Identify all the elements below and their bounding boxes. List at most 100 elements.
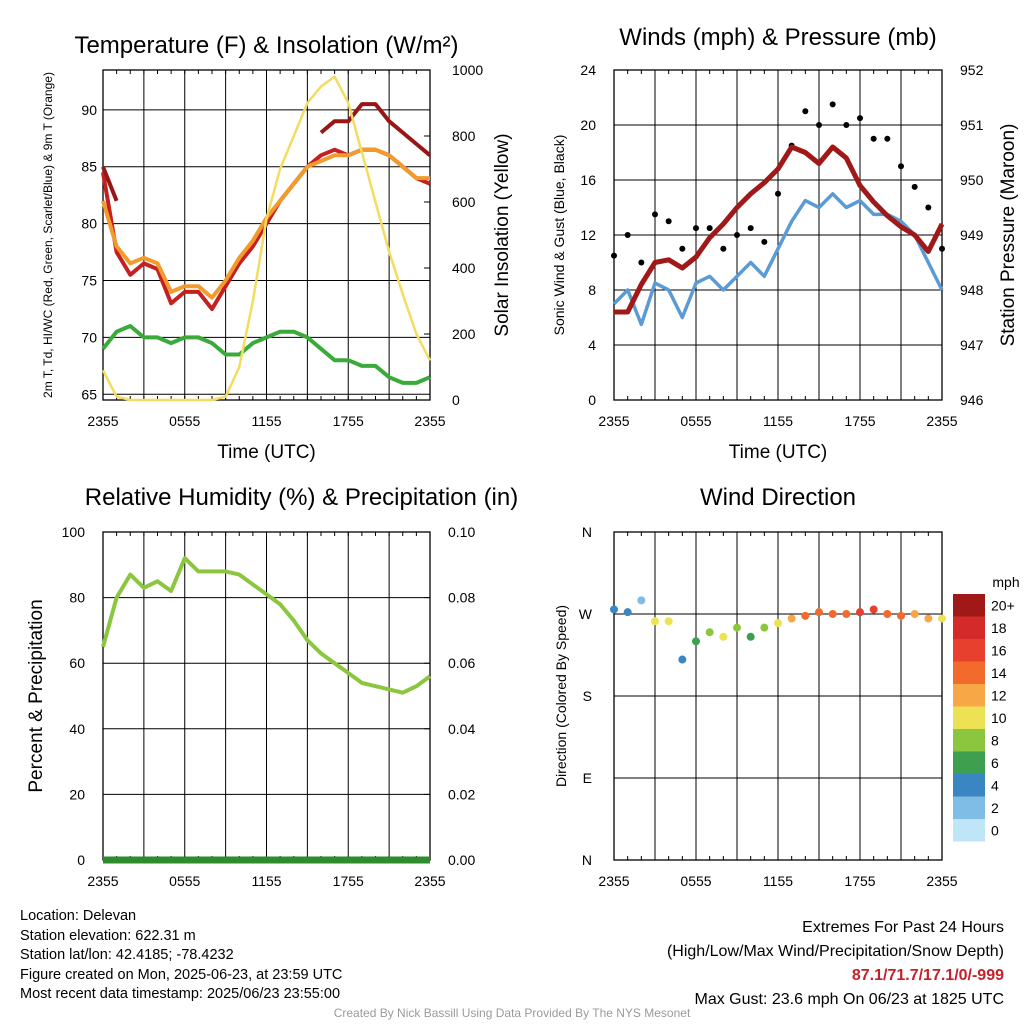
x-tick-label: 1155	[763, 873, 793, 889]
y-tick-label: 70	[81, 329, 97, 345]
gust-point	[734, 232, 740, 238]
colorbar-unit: mph	[992, 574, 1019, 590]
y2-tick-label: 952	[960, 62, 984, 78]
x-tick-label: 2355	[598, 413, 629, 429]
gust-point	[911, 183, 918, 190]
x-tick-label: 1755	[333, 413, 364, 429]
gust-point	[775, 190, 781, 197]
direction-point	[801, 611, 810, 620]
colorbar-label: 4	[991, 777, 999, 793]
gust-point	[843, 122, 850, 128]
gust-point	[665, 218, 672, 225]
station-location: Location: Delevan	[20, 908, 137, 924]
y2-tick-label: 948	[960, 282, 984, 298]
gust-point	[611, 252, 617, 259]
y2-tick-label: 1000	[452, 62, 483, 78]
colorbar-label: 2	[991, 800, 999, 816]
chart-title: Temperature (F) & Insolation (W/m²)	[74, 32, 458, 59]
extremes-values: 87.1/71.7/17.1/0/-999	[851, 967, 1004, 984]
direction-point	[938, 614, 946, 623]
y-axis-label: 2m T, Td, HI/WC (Red, Green, Scarlet/Blu…	[41, 72, 55, 398]
gust-point	[816, 122, 822, 128]
y2-tick-label: 949	[960, 227, 984, 243]
y-tick-label: N	[582, 524, 592, 540]
station-info: Location: Delevan Station elevation: 622…	[20, 907, 342, 1005]
y2-tick-label: 947	[960, 337, 984, 353]
direction-point	[664, 617, 673, 626]
gust-point	[857, 115, 863, 122]
y2-tick-label: 400	[452, 260, 476, 276]
direction-point	[760, 623, 769, 632]
y-tick-label: 85	[81, 159, 97, 175]
gust-point	[939, 245, 945, 252]
y-tick-label: 24	[580, 62, 596, 78]
colorbar-label: 10	[991, 710, 1007, 726]
x-tick-label: 2355	[414, 873, 445, 889]
y-tick-label: W	[579, 606, 593, 622]
series-line-green	[101, 324, 431, 385]
gust-point	[706, 225, 713, 232]
x-tick-label: 1155	[763, 413, 793, 429]
y-tick-label: 12	[580, 227, 596, 243]
y-tick-label: N	[582, 852, 592, 868]
colorbar-swatch	[953, 616, 985, 639]
series-line-scarlet	[101, 102, 432, 202]
x-tick-label: 0555	[169, 413, 200, 429]
x-tick-label: 1155	[251, 413, 281, 429]
colorbar-label: 18	[991, 620, 1007, 636]
figure-created: Figure created on Mon, 2025-06-23, at 23…	[20, 966, 343, 983]
y-tick-label: 80	[81, 216, 97, 232]
gust-point	[747, 225, 754, 232]
x-axis-label: Time (UTC)	[217, 442, 316, 463]
x-axis-label: Time (UTC)	[729, 442, 828, 463]
gust-point	[652, 211, 658, 218]
direction-point	[842, 610, 851, 618]
y-axis-label: Percent & Precipitation	[26, 599, 47, 792]
gust-point	[624, 232, 631, 238]
y-tick-label: 90	[81, 102, 97, 118]
gust-point	[720, 245, 727, 252]
direction-point	[637, 596, 646, 605]
colorbar-swatch	[953, 819, 985, 842]
extremes-panel: Extremes For Past 24 Hours (High/Low/Max…	[667, 916, 1004, 1012]
gust-point	[829, 101, 836, 108]
colorbar-swatch	[953, 594, 985, 617]
direction-point	[774, 619, 782, 628]
gust-point	[898, 163, 904, 170]
direction-point	[610, 605, 618, 614]
colorbar-swatch	[953, 639, 985, 662]
x-tick-label: 2355	[87, 413, 118, 429]
y-tick-label: 40	[69, 721, 85, 737]
y-tick-label: 65	[81, 386, 97, 402]
station-elevation: Station elevation: 622.31 m	[20, 927, 196, 944]
y-tick-label: 20	[580, 117, 596, 133]
y-tick-label: 60	[69, 655, 85, 671]
y-tick-label: 100	[62, 524, 86, 540]
direction-point	[787, 614, 796, 623]
y-axis-label: Sonic Wind & Gust (Blue, Black)	[551, 135, 567, 336]
direction-point	[828, 610, 837, 618]
direction-point	[815, 608, 823, 617]
x-tick-label: 2355	[926, 413, 957, 429]
gust-point	[638, 259, 645, 266]
gust-point	[884, 135, 891, 142]
x-tick-label: 2355	[87, 873, 118, 889]
direction-point	[705, 628, 714, 637]
colorbar-label: 6	[991, 755, 999, 771]
y2-tick-label: 0.08	[448, 590, 475, 606]
gust-point	[693, 225, 699, 232]
y2-tick-label: 0.04	[448, 721, 475, 737]
colorbar-swatch	[953, 774, 985, 797]
x-tick-label: 2355	[926, 873, 957, 889]
x-tick-label: 1755	[844, 413, 875, 429]
x-tick-label: 0555	[169, 873, 200, 889]
x-tick-label: 0555	[680, 873, 711, 889]
y-axis-label: Direction (Colored By Speed)	[553, 605, 569, 787]
y2-tick-label: 946	[960, 392, 984, 408]
series-line-yellow	[101, 75, 432, 402]
extremes-subtitle: (High/Low/Max Wind/Precipitation/Snow De…	[666, 943, 1004, 960]
y-tick-label: 0	[77, 852, 85, 868]
y2-tick-label: 800	[452, 128, 476, 144]
direction-point	[692, 637, 700, 646]
